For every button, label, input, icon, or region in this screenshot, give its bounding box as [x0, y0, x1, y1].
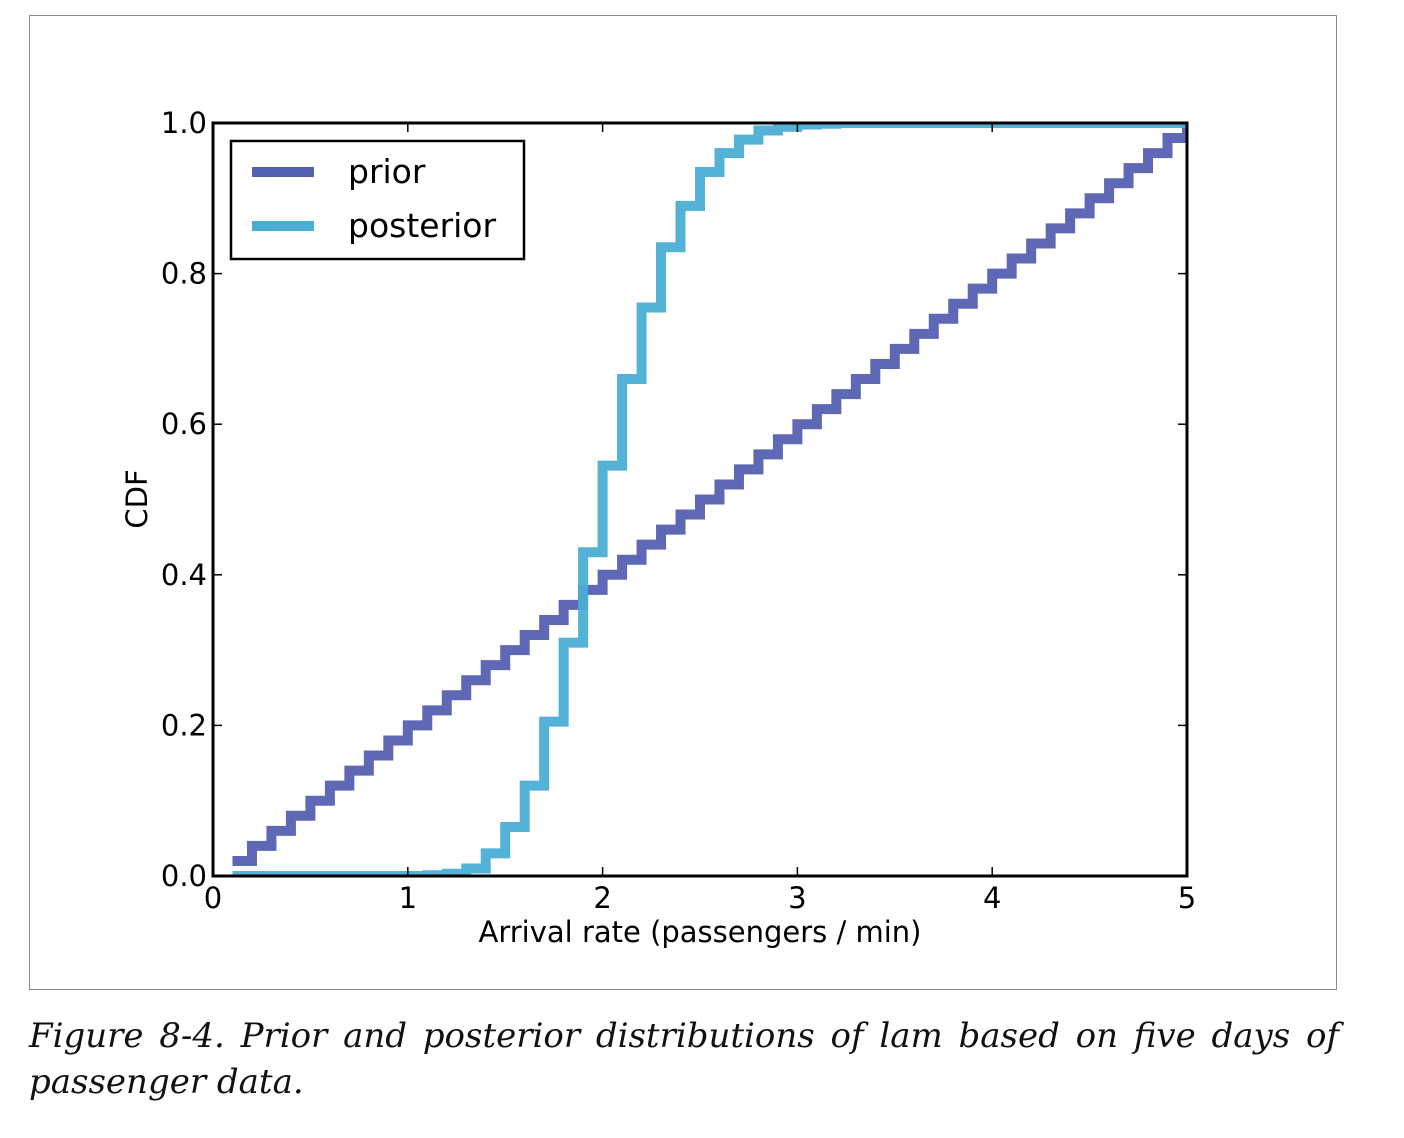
legend-label-posterior: posterior: [348, 206, 496, 245]
figure-frame: 0 1 2 3 4 5 0.0 0.2 0.4 0.6 0.8 1.0 prior posterior …: [29, 15, 1337, 990]
x-tick-label: 2: [593, 881, 611, 915]
legend-box: [229, 139, 526, 261]
x-tick-label: 3: [788, 881, 806, 915]
legend: prior posterior: [229, 139, 526, 261]
y-tick-label: 0.6: [161, 407, 207, 441]
y-tick-label: 0.8: [161, 257, 207, 291]
y-tick-label: 0.4: [161, 558, 207, 592]
x-tick-label: 1: [399, 881, 417, 915]
y-axis-label: CDF: [120, 469, 154, 528]
y-tick-label: 0.2: [161, 708, 207, 742]
y-tick-label: 1.0: [161, 106, 207, 140]
x-tick-label: 5: [1178, 881, 1196, 915]
plot-area-border: [211, 121, 1189, 878]
figure-caption: Figure 8-4. Prior and posterior distribu…: [29, 1016, 1339, 1102]
x-axis-label: Arrival rate (passengers / min): [479, 915, 922, 949]
y-tick-label: 0.0: [161, 859, 207, 893]
series-line-prior: [232, 123, 1187, 866]
legend-label-prior: prior: [348, 152, 426, 191]
axes-layer: 0 1 2 3 4 5 0.0 0.2 0.4 0.6 0.8 1.0: [161, 106, 1196, 915]
x-tick-label: 4: [983, 881, 1001, 915]
x-tick-label: 0: [204, 881, 222, 915]
cdf-chart: 0 1 2 3 4 50.00.20.40.60.81.0 priorposterior …: [120, 106, 1196, 949]
